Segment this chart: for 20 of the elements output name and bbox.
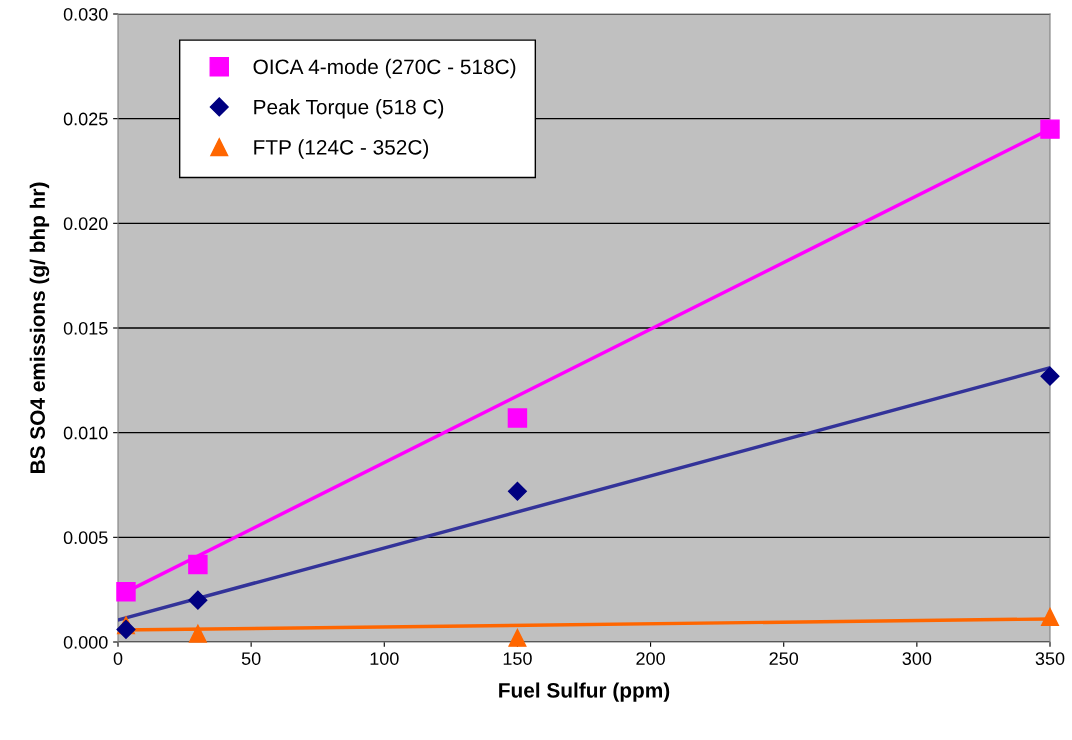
- x-tick-label: 200: [636, 652, 665, 665]
- x-axis-title: Fuel Sulfur (ppm): [499, 682, 670, 702]
- x-tick-label: 50: [241, 652, 261, 665]
- legend-label: OICA 4-mode (270C - 518C): [253, 58, 516, 79]
- legend-label: FTP (124C - 352C): [254, 139, 429, 159]
- y-tick-label: 0.020: [63, 217, 108, 231]
- x-tick-label: 100: [370, 652, 399, 665]
- y-tick-label: 0.015: [63, 321, 108, 335]
- y-axis-title: BS SO4 emissions (g/ bhp hr): [29, 182, 50, 474]
- x-tick-label: 0: [113, 652, 123, 665]
- x-tick-label: 250: [769, 652, 799, 665]
- y-tick-label: 0.010: [63, 426, 108, 440]
- x-tick-label: 150: [503, 652, 532, 665]
- y-tick-label: 0.005: [63, 531, 108, 545]
- legend-label: Peak Torque (518 C): [254, 99, 444, 119]
- y-tick-label: 0.030: [63, 7, 108, 21]
- y-tick-label: 0.025: [63, 112, 108, 126]
- x-tick-label: 350: [1035, 652, 1065, 665]
- y-tick-label: 0.000: [63, 635, 108, 649]
- x-tick-label: 300: [902, 652, 932, 665]
